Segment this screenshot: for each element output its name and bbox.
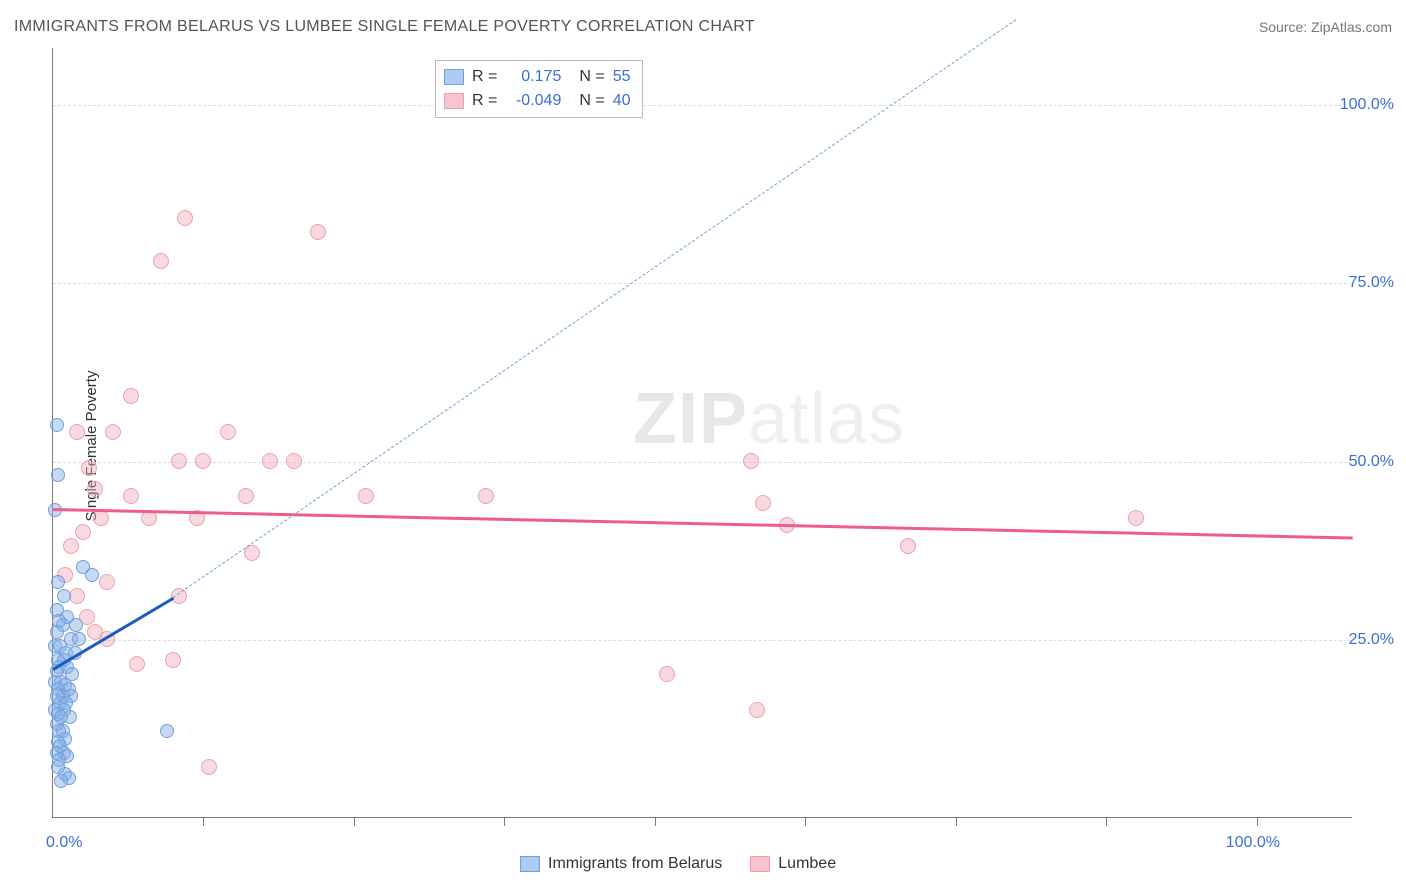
scatter-point-lumbee [87,481,103,497]
n-value: 55 [613,65,631,89]
legend-stats-row: R = 0.175 N = 55 [444,65,630,89]
scatter-point-belarus [50,418,64,432]
scatter-point-lumbee [755,495,771,511]
legend-item: Lumbee [750,855,836,873]
scatter-point-lumbee [75,524,91,540]
scatter-point-lumbee [238,488,254,504]
scatter-point-belarus [85,568,99,582]
chart-title: IMMIGRANTS FROM BELARUS VS LUMBEE SINGLE… [14,18,755,36]
scatter-point-lumbee [99,574,115,590]
scatter-point-lumbee [81,460,97,476]
x-tick-label: 0.0% [46,834,82,852]
chart-source: Source: ZipAtlas.com [1259,19,1392,35]
x-tick [1106,817,1107,826]
r-value: 0.175 [505,65,561,89]
gridline-h [53,462,1352,463]
scatter-point-belarus [51,760,65,774]
scatter-point-lumbee [123,488,139,504]
legend-label: Lumbee [778,855,836,872]
scatter-point-lumbee [310,224,326,240]
scatter-point-lumbee [105,424,121,440]
scatter-point-lumbee [900,538,916,554]
x-tick [354,817,355,826]
x-tick [805,817,806,826]
scatter-point-lumbee [358,488,374,504]
scatter-point-lumbee [171,453,187,469]
scatter-point-lumbee [220,424,236,440]
scatter-point-lumbee [743,453,759,469]
scatter-point-lumbee [286,453,302,469]
trend-line [53,508,1353,539]
legend-stats-row: R = -0.049 N = 40 [444,89,630,113]
legend-bottom: Immigrants from Belarus Lumbee [520,855,836,873]
gridline-h [53,105,1352,106]
scatter-point-lumbee [659,666,675,682]
watermark-zip: ZIP [633,379,748,459]
gridline-h [53,640,1352,641]
y-tick-label: 25.0% [1349,631,1394,649]
scatter-point-lumbee [195,453,211,469]
n-value: 40 [613,89,631,113]
x-tick-label: 100.0% [1226,834,1280,852]
legend-label: Immigrants from Belarus [548,855,722,872]
x-tick [1257,817,1258,826]
scatter-point-lumbee [201,759,217,775]
scatter-point-belarus [51,575,65,589]
r-label: R = [472,65,497,89]
scatter-point-lumbee [478,488,494,504]
scatter-point-lumbee [63,538,79,554]
plot-area: ZIPatlas [52,48,1352,818]
scatter-point-lumbee [262,453,278,469]
x-tick [504,817,505,826]
y-tick-label: 50.0% [1349,453,1394,471]
x-tick [655,817,656,826]
n-label: N = [579,89,604,113]
scatter-point-lumbee [69,588,85,604]
legend-item: Immigrants from Belarus [520,855,722,873]
y-tick-label: 75.0% [1349,274,1394,292]
scatter-point-lumbee [165,652,181,668]
legend-swatch [444,69,464,85]
chart-header: IMMIGRANTS FROM BELARUS VS LUMBEE SINGLE… [14,18,1392,36]
scatter-point-belarus [54,774,68,788]
r-value: -0.049 [505,89,561,113]
scatter-point-lumbee [177,210,193,226]
scatter-point-lumbee [93,510,109,526]
legend-swatch [520,856,540,872]
watermark-atlas: atlas [748,379,905,459]
scatter-point-belarus [69,618,83,632]
scatter-point-belarus [72,632,86,646]
x-tick [956,817,957,826]
gridline-h [53,283,1352,284]
x-tick [203,817,204,826]
scatter-point-belarus [160,724,174,738]
scatter-point-lumbee [153,253,169,269]
scatter-point-belarus [51,468,65,482]
scatter-point-lumbee [69,424,85,440]
scatter-point-lumbee [749,702,765,718]
legend-swatch [444,93,464,109]
watermark: ZIPatlas [633,378,905,460]
y-tick-label: 100.0% [1340,96,1394,114]
scatter-point-belarus [50,625,64,639]
scatter-point-belarus [57,589,71,603]
scatter-point-lumbee [1128,510,1144,526]
r-label: R = [472,89,497,113]
n-label: N = [579,65,604,89]
legend-swatch [750,856,770,872]
legend-stats: R = 0.175 N = 55 R = -0.049 N = 40 [435,60,643,118]
scatter-point-lumbee [123,388,139,404]
scatter-point-lumbee [129,656,145,672]
